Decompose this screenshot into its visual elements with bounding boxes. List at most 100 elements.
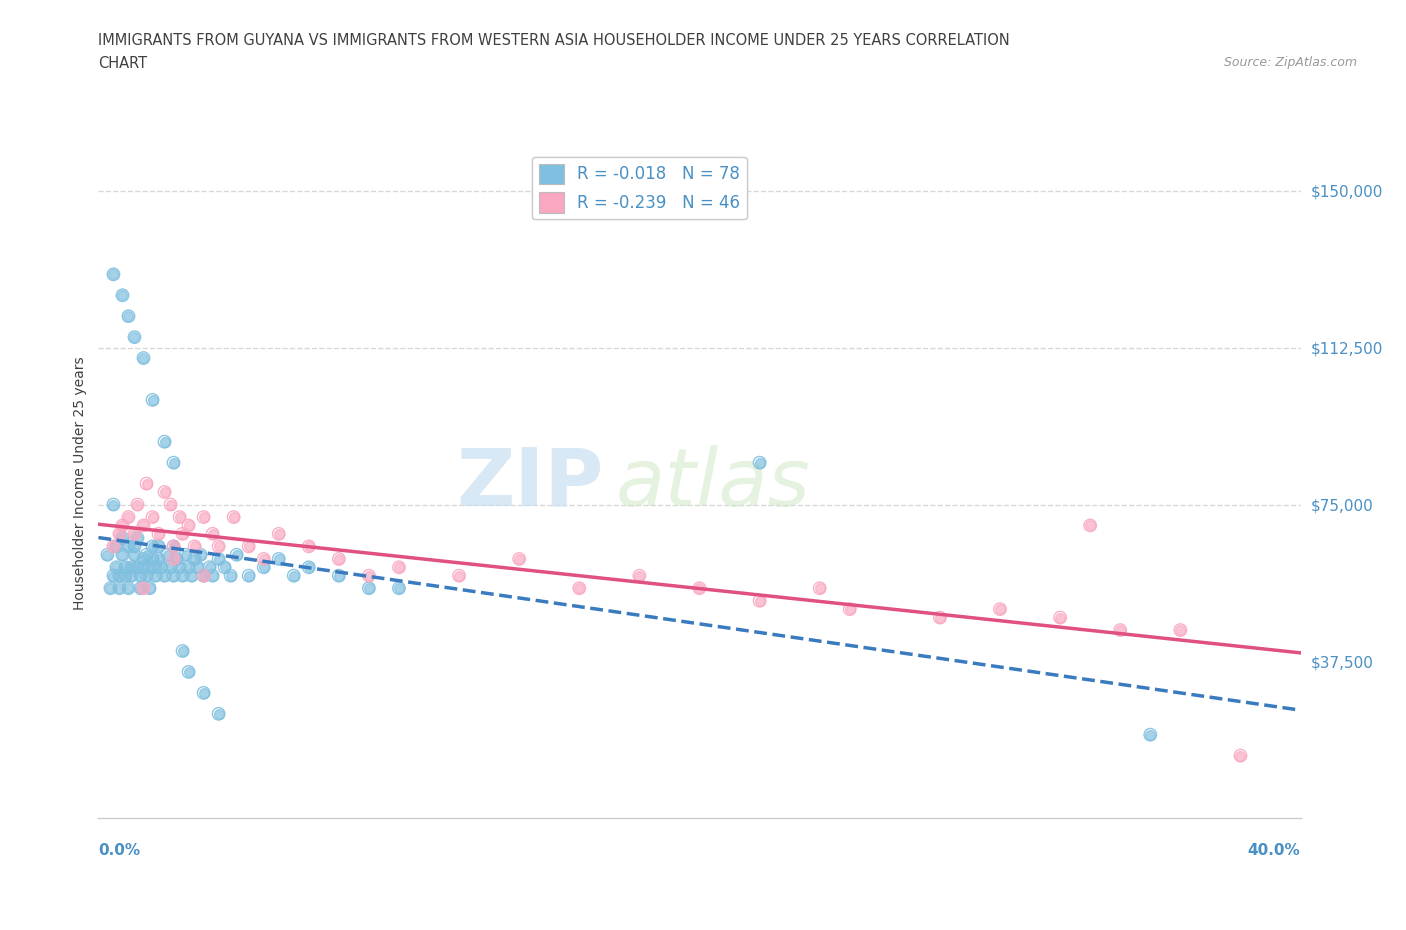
- Point: [132, 560, 155, 575]
- Point: [124, 547, 146, 562]
- Point: [138, 580, 160, 596]
- Point: [153, 568, 176, 583]
- Point: [96, 547, 118, 562]
- Point: [166, 551, 188, 566]
- Point: [225, 547, 247, 562]
- Point: [114, 568, 136, 583]
- Point: [162, 539, 184, 554]
- Point: [267, 526, 290, 541]
- Point: [111, 547, 134, 562]
- Point: [114, 560, 136, 575]
- Point: [108, 580, 131, 596]
- Point: [121, 560, 143, 575]
- Text: 0.0%: 0.0%: [98, 844, 141, 858]
- Point: [105, 560, 128, 575]
- Point: [148, 539, 170, 554]
- Point: [169, 560, 191, 575]
- Point: [100, 580, 122, 596]
- Point: [156, 547, 179, 562]
- Point: [105, 539, 128, 554]
- Point: [328, 551, 350, 566]
- Point: [193, 568, 215, 583]
- Point: [267, 551, 290, 566]
- Point: [150, 560, 173, 575]
- Point: [1078, 518, 1101, 533]
- Point: [162, 539, 184, 554]
- Point: [238, 539, 260, 554]
- Point: [132, 551, 155, 566]
- Point: [121, 568, 143, 583]
- Point: [132, 518, 155, 533]
- Point: [138, 580, 160, 596]
- Point: [103, 267, 125, 282]
- Point: [1229, 748, 1251, 763]
- Point: [148, 551, 170, 566]
- Point: [201, 568, 224, 583]
- Point: [105, 560, 128, 575]
- Point: [180, 568, 202, 583]
- Point: [121, 568, 143, 583]
- Point: [208, 539, 231, 554]
- Point: [103, 568, 125, 583]
- Point: [748, 456, 770, 471]
- Point: [108, 580, 131, 596]
- Point: [357, 580, 380, 596]
- Point: [108, 568, 131, 583]
- Point: [114, 568, 136, 583]
- Point: [388, 580, 411, 596]
- Point: [568, 580, 591, 596]
- Point: [628, 568, 651, 583]
- Point: [124, 526, 146, 541]
- Point: [162, 551, 184, 566]
- Point: [135, 476, 157, 491]
- Point: [114, 560, 136, 575]
- Point: [748, 593, 770, 608]
- Point: [1170, 623, 1192, 638]
- Point: [145, 560, 167, 575]
- Point: [388, 580, 411, 596]
- Point: [1109, 623, 1132, 638]
- Point: [190, 547, 212, 562]
- Legend: R = -0.018   N = 78, R = -0.239   N = 46: R = -0.018 N = 78, R = -0.239 N = 46: [531, 157, 747, 219]
- Point: [238, 539, 260, 554]
- Point: [127, 560, 149, 575]
- Point: [132, 580, 155, 596]
- Point: [1139, 727, 1161, 742]
- Point: [129, 580, 152, 596]
- Point: [187, 560, 209, 575]
- Point: [117, 510, 139, 525]
- Point: [153, 434, 176, 449]
- Point: [103, 267, 125, 282]
- Point: [838, 602, 860, 617]
- Point: [103, 568, 125, 583]
- Point: [183, 551, 205, 566]
- Point: [162, 539, 184, 554]
- Point: [127, 560, 149, 575]
- Point: [103, 498, 125, 512]
- Point: [214, 560, 236, 575]
- Point: [124, 526, 146, 541]
- Point: [1049, 610, 1071, 625]
- Point: [283, 568, 305, 583]
- Point: [172, 568, 194, 583]
- Point: [328, 568, 350, 583]
- Point: [808, 580, 831, 596]
- Point: [568, 580, 591, 596]
- Point: [177, 560, 200, 575]
- Point: [628, 568, 651, 583]
- Point: [117, 309, 139, 324]
- Point: [748, 456, 770, 471]
- Point: [159, 498, 181, 512]
- Point: [328, 568, 350, 583]
- Point: [929, 610, 952, 625]
- Point: [298, 560, 321, 575]
- Point: [132, 351, 155, 365]
- Point: [129, 568, 152, 583]
- Point: [508, 551, 530, 566]
- Point: [121, 560, 143, 575]
- Point: [183, 551, 205, 566]
- Point: [141, 551, 163, 566]
- Point: [1229, 748, 1251, 763]
- Point: [124, 330, 146, 345]
- Point: [238, 568, 260, 583]
